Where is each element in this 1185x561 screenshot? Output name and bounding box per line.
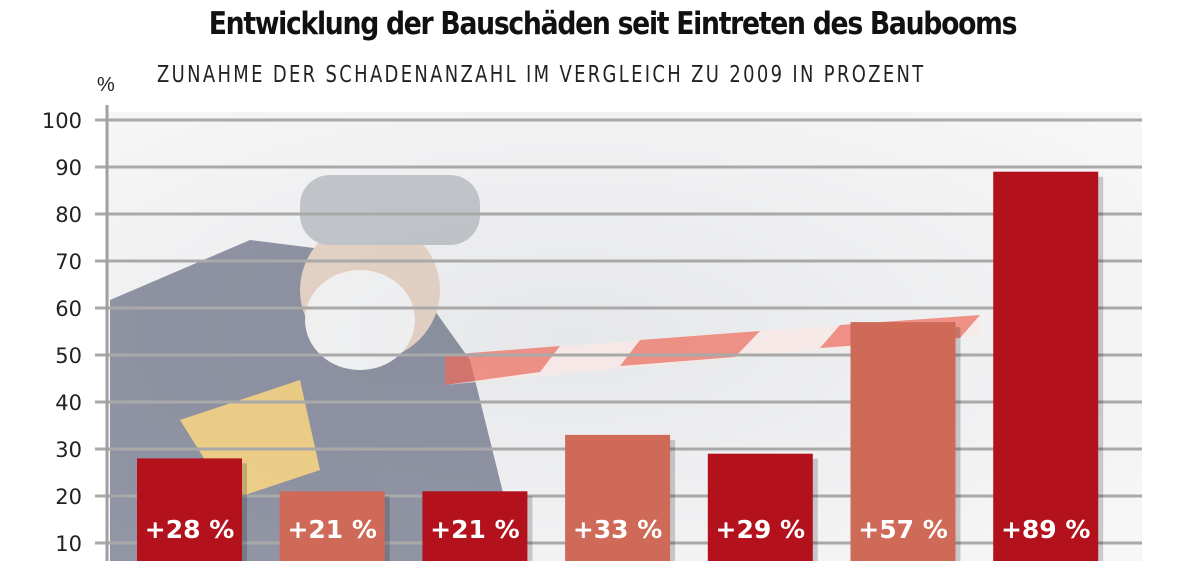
chart-subtitle: ZUNAHME DER SCHADENANZAHL IM VERGLEICH Z… bbox=[157, 62, 926, 88]
y-axis-label: % bbox=[97, 74, 115, 96]
data-label: +57 % bbox=[858, 515, 948, 544]
bar bbox=[422, 491, 528, 561]
y-tick-label: 30 bbox=[55, 438, 82, 462]
data-label: +33 % bbox=[573, 515, 663, 544]
y-tick-label: 10 bbox=[55, 532, 82, 556]
y-tick-label: 60 bbox=[55, 297, 82, 321]
chart-title: Entwicklung der Bauschäden seit Eintrete… bbox=[208, 6, 1018, 42]
bar bbox=[993, 171, 1099, 561]
data-label: +21 % bbox=[430, 515, 520, 544]
data-label: +89 % bbox=[1001, 515, 1091, 544]
y-tick-label: 40 bbox=[55, 391, 82, 415]
bar bbox=[137, 458, 242, 561]
bar bbox=[850, 322, 956, 561]
y-tick-label: 100 bbox=[42, 109, 82, 133]
bar bbox=[707, 453, 813, 561]
y-tick-label: 90 bbox=[55, 156, 82, 180]
data-label: +21 % bbox=[287, 515, 377, 544]
bar bbox=[565, 434, 671, 561]
data-label: +29 % bbox=[716, 515, 806, 544]
y-tick-label: 80 bbox=[55, 203, 82, 227]
y-tick-label: 70 bbox=[55, 250, 82, 274]
y-tick-label: 20 bbox=[55, 485, 82, 509]
y-tick-label: 50 bbox=[55, 344, 82, 368]
bar bbox=[279, 491, 385, 561]
data-label: +28 % bbox=[145, 515, 235, 544]
